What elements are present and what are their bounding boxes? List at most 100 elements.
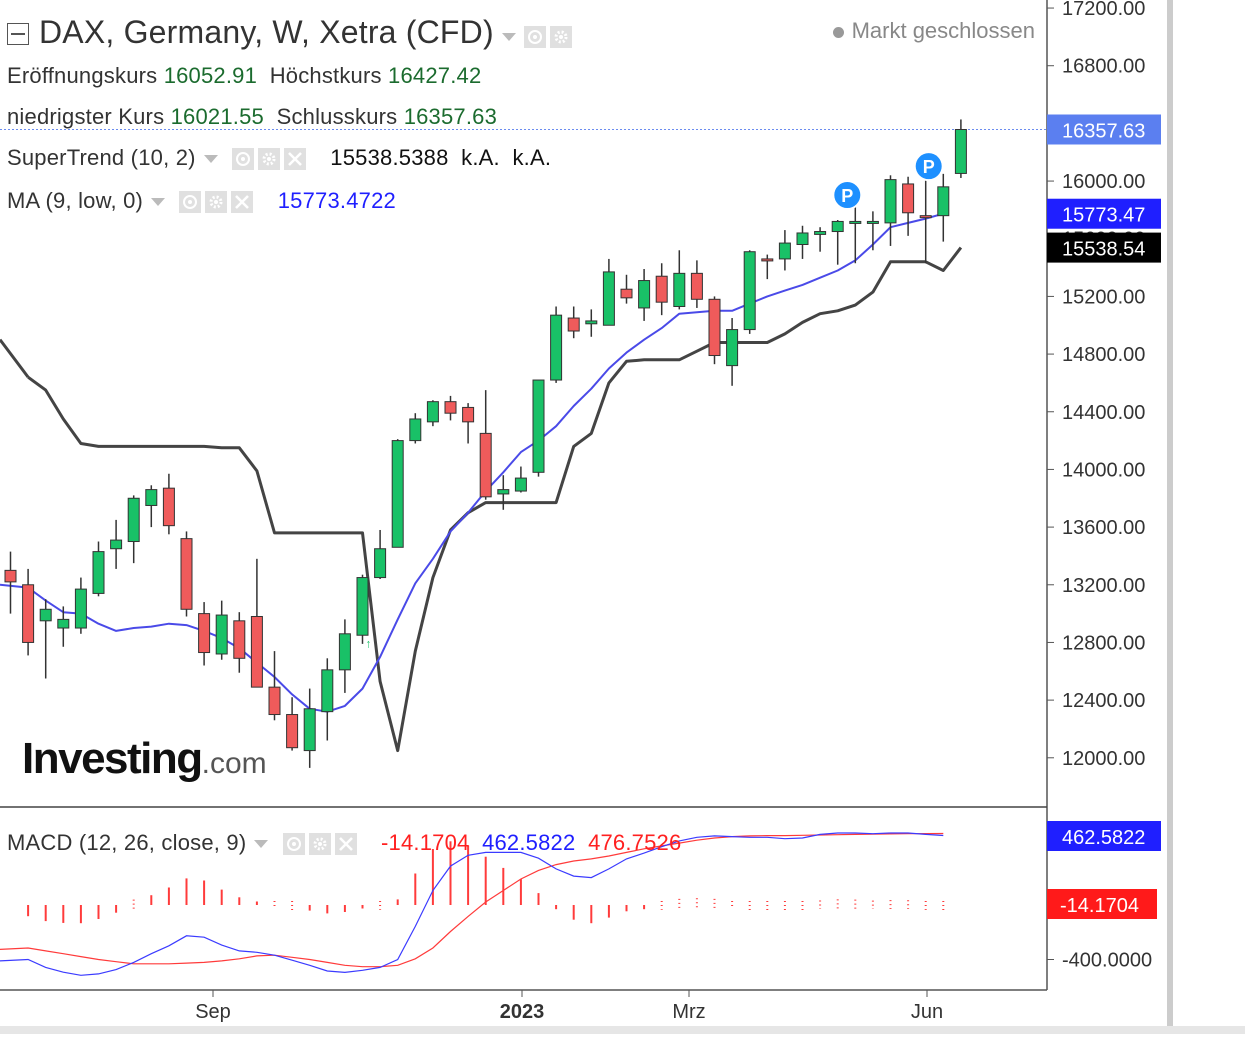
close-icon[interactable] (283, 148, 306, 171)
macd-tag-bg (1047, 821, 1161, 851)
hist-tag-bg (1047, 889, 1157, 919)
candle-up (497, 489, 510, 495)
chart-title: DAX, Germany, W, Xetra (CFD) (39, 14, 494, 50)
candle-down (180, 538, 193, 610)
macd-y-tick-label: -400.0000 (1062, 950, 1152, 972)
macd-label[interactable]: MACD (12, 26, close, 9) (7, 830, 247, 855)
ma-price-tag-bg (1047, 198, 1161, 229)
logo-main: Investing (22, 734, 203, 783)
macd-hist-value: -14.1704 (380, 830, 470, 855)
candle-down (567, 317, 580, 332)
close-icon[interactable] (231, 191, 254, 214)
y-axis-tick-label: 13200.00 (1062, 575, 1145, 597)
close-value: 16357.63 (403, 104, 498, 129)
candle-up (321, 669, 334, 713)
chevron-down-icon[interactable] (203, 155, 218, 164)
macd-signal-value: 476.7526 (588, 830, 682, 855)
candle-up (796, 232, 809, 246)
candle-up (726, 329, 739, 367)
candle-up (937, 186, 950, 217)
eye-icon[interactable] (231, 148, 254, 171)
y-axis-tick-label: 16800.00 (1062, 56, 1145, 78)
open-value: 16052.91 (163, 63, 258, 88)
candle-up (866, 220, 879, 224)
candle-down (444, 401, 457, 414)
supertrend-value: 15538.5388 (330, 145, 449, 170)
low-value: 16021.55 (170, 104, 264, 129)
pivot-marker (832, 180, 863, 211)
x-axis-label: 2023 (500, 1001, 545, 1023)
supertrend-price-tag: 15538.54 (1062, 239, 1145, 261)
close-price-tag: 16357.63 (1062, 121, 1145, 143)
ma-price-tag: 15773.47 (1062, 205, 1145, 227)
candle-up (849, 220, 862, 224)
high-value: 16427.42 (388, 63, 482, 88)
chevron-down-icon[interactable] (501, 33, 516, 42)
chevron-down-icon[interactable] (254, 840, 269, 849)
y-axis-tick-label: 17200.00 (1062, 0, 1145, 20)
candle-down (268, 686, 281, 716)
candle-up (356, 577, 369, 636)
close-label: Schlusskurs (276, 104, 398, 129)
candle-down (250, 615, 263, 688)
gear-icon[interactable] (549, 26, 572, 49)
candle-down (708, 298, 721, 357)
candle-up (673, 272, 686, 308)
y-axis-tick-label: 14000.00 (1062, 459, 1145, 481)
candle-up (814, 231, 827, 235)
macd-signal-line (0, 832, 944, 968)
candle-up (638, 280, 651, 309)
candle-up (338, 633, 351, 671)
macd-line (0, 832, 944, 976)
chevron-down-icon[interactable] (151, 198, 166, 207)
candle-up (57, 618, 70, 629)
open-label: Eröffnungskurs (7, 63, 158, 88)
eye-icon[interactable] (282, 833, 305, 856)
candle-down (462, 406, 475, 423)
candle-down (4, 569, 17, 583)
gear-icon[interactable] (257, 148, 280, 171)
y-axis-tick-label: 12000.00 (1062, 748, 1145, 770)
ma-value: 15773.4722 (277, 188, 396, 213)
candle-down (919, 215, 932, 219)
y-axis-tick-label: 12800.00 (1062, 632, 1145, 654)
candle-down (902, 183, 915, 214)
candle-up (303, 708, 316, 752)
macd-value: 462.5822 (482, 830, 576, 855)
candle-down (690, 272, 703, 300)
supertrend-label[interactable]: SuperTrend (10, 2) (7, 145, 196, 170)
pivot-marker-label: P (923, 157, 935, 177)
close-icon[interactable] (334, 833, 357, 856)
supertrend-line (27, 246, 963, 753)
candle-down (761, 258, 774, 262)
y-axis-tick-label: 14800.00 (1062, 344, 1145, 366)
x-axis-label: Mrz (672, 1001, 705, 1023)
candle-up (426, 401, 439, 423)
eye-icon[interactable] (179, 191, 202, 214)
candle-up (74, 588, 87, 629)
candle-up (585, 320, 598, 325)
macd-price-tag: 462.5822 (1062, 827, 1145, 849)
candle-up (514, 477, 527, 492)
eye-icon[interactable] (523, 26, 546, 49)
gear-icon[interactable] (308, 833, 331, 856)
candle-down (655, 275, 668, 303)
supertrend-value-3: k.A. (512, 145, 552, 170)
candle-down (162, 487, 175, 527)
candle-up (391, 440, 404, 548)
y-axis-tick-label: 12400.00 (1062, 690, 1145, 712)
candle-up (110, 539, 123, 550)
candle-down (286, 714, 299, 749)
candle-up (39, 608, 52, 622)
collapse-icon[interactable] (7, 23, 29, 46)
y-axis-tick-label: 13600.00 (1062, 517, 1145, 539)
status-dot-icon (832, 26, 844, 38)
ma-label[interactable]: MA (9, low, 0) (7, 188, 144, 213)
y-axis-tick-label: 15200.00 (1062, 286, 1145, 308)
horizontal-scrollbar (0, 1026, 1245, 1034)
candle-up (550, 314, 563, 381)
x-axis-label: Sep (195, 1001, 231, 1023)
gear-icon[interactable] (205, 191, 228, 214)
candle-up (409, 418, 422, 442)
